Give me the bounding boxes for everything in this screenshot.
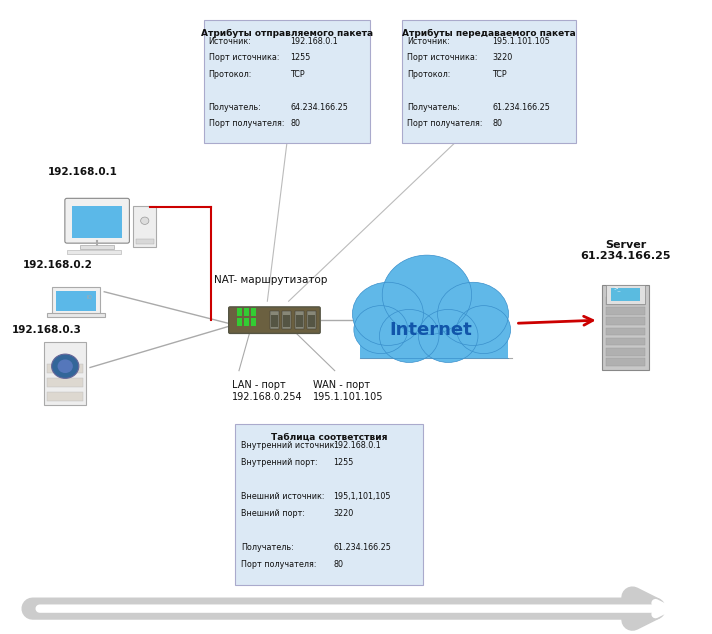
Text: NAT- маршрутизатор: NAT- маршрутизатор [214, 275, 328, 285]
Text: 195,1,101,105: 195,1,101,105 [333, 492, 391, 501]
Bar [47, 392, 83, 401]
Text: 80: 80 [333, 560, 343, 569]
Bar [606, 318, 645, 325]
Text: 3220: 3220 [493, 53, 513, 62]
Bar [244, 318, 249, 326]
Text: 80: 80 [290, 119, 300, 128]
Bar [606, 348, 645, 356]
Circle shape [456, 306, 511, 354]
Bar [244, 308, 249, 316]
FancyBboxPatch shape [402, 20, 576, 143]
Text: Internet: Internet [389, 321, 472, 339]
Bar [251, 308, 256, 316]
Text: 1255: 1255 [333, 458, 354, 467]
FancyBboxPatch shape [229, 307, 320, 333]
Text: Порт получателя:: Порт получателя: [209, 119, 284, 128]
Circle shape [382, 255, 471, 335]
Circle shape [141, 217, 149, 224]
Text: Порт получателя:: Порт получателя: [407, 119, 483, 128]
Circle shape [438, 282, 508, 346]
Text: IQ: IQ [86, 295, 92, 300]
Bar [67, 250, 121, 254]
Text: 80: 80 [493, 119, 503, 128]
Bar [308, 315, 315, 327]
Circle shape [51, 354, 79, 378]
Text: 192.168.0.2: 192.168.0.2 [23, 260, 93, 269]
Circle shape [419, 309, 478, 363]
Text: Атрибуты передаваемого пакета: Атрибуты передаваемого пакета [402, 29, 576, 37]
Text: 192.168.0.1: 192.168.0.1 [290, 37, 338, 46]
Text: Протокол:: Протокол: [407, 70, 451, 79]
Text: 192.168.0.1: 192.168.0.1 [333, 441, 381, 450]
Bar [602, 285, 649, 370]
Bar [47, 365, 83, 373]
Bar [237, 318, 242, 326]
Bar [44, 342, 86, 405]
Text: 3220: 3220 [333, 509, 353, 518]
Text: Порт источника:: Порт источника: [209, 53, 279, 62]
Bar [360, 333, 508, 358]
Bar [606, 358, 645, 366]
Text: 64.234.166.25: 64.234.166.25 [290, 103, 348, 112]
Text: Получатель:: Получатель: [209, 103, 261, 112]
Circle shape [354, 306, 408, 354]
Text: LAN - порт
192.168.0.254: LAN - порт 192.168.0.254 [232, 380, 303, 402]
Text: Внешний источник:: Внешний источник: [241, 492, 325, 501]
Text: 1255: 1255 [290, 53, 310, 62]
Text: 192.168.0.1: 192.168.0.1 [48, 167, 117, 177]
Bar [135, 239, 154, 244]
Bar [308, 311, 316, 329]
Circle shape [379, 309, 439, 363]
Bar [52, 287, 100, 314]
Bar [606, 338, 645, 346]
Text: TCP: TCP [493, 70, 507, 79]
Bar [133, 207, 156, 247]
Bar [237, 308, 242, 316]
Bar [56, 291, 95, 311]
Bar [295, 311, 304, 329]
Text: Внутренний порт:: Внутренний порт: [241, 458, 318, 467]
FancyBboxPatch shape [65, 198, 130, 243]
Text: Внутренний источник:: Внутренний источник: [241, 441, 337, 450]
Bar [606, 297, 645, 304]
Text: Внешний порт:: Внешний порт: [241, 509, 305, 518]
Text: Server
61.234.166.25: Server 61.234.166.25 [580, 240, 671, 261]
Bar [271, 315, 278, 327]
Text: Источник:: Источник: [209, 37, 251, 46]
FancyBboxPatch shape [236, 424, 424, 585]
Text: Таблица соответствия: Таблица соответствия [271, 432, 387, 441]
Bar [72, 206, 122, 238]
Text: 61.234.166.25: 61.234.166.25 [333, 543, 391, 552]
Bar [611, 288, 640, 301]
Text: Атрибуты отправляемого пакета: Атрибуты отправляемого пакета [201, 29, 373, 37]
Bar [47, 378, 83, 387]
Bar [283, 311, 291, 329]
Text: >_: >_ [614, 287, 621, 292]
Bar [295, 315, 303, 327]
Text: Порт получателя:: Порт получателя: [241, 560, 317, 569]
FancyBboxPatch shape [204, 20, 370, 143]
Bar [251, 318, 256, 326]
Text: WAN - порт
195.1.101.105: WAN - порт 195.1.101.105 [313, 380, 384, 402]
Circle shape [58, 359, 73, 373]
Bar [46, 313, 105, 317]
Text: TCP: TCP [290, 70, 305, 79]
Text: Источник:: Источник: [407, 37, 450, 46]
Circle shape [352, 282, 424, 346]
Text: 61.234.166.25: 61.234.166.25 [493, 103, 550, 112]
Bar [606, 328, 645, 335]
Bar [606, 307, 645, 315]
Bar [80, 245, 114, 249]
Bar [283, 315, 290, 327]
Text: Протокол:: Протокол: [209, 70, 252, 79]
Bar [270, 311, 279, 329]
Text: Порт источника:: Порт источника: [407, 53, 478, 62]
Text: Получатель:: Получатель: [241, 543, 294, 552]
Text: 192.168.0.3: 192.168.0.3 [12, 325, 82, 335]
Bar [606, 285, 645, 304]
Text: 195.1.101.105: 195.1.101.105 [493, 37, 550, 46]
Text: Получатель:: Получатель: [407, 103, 460, 112]
